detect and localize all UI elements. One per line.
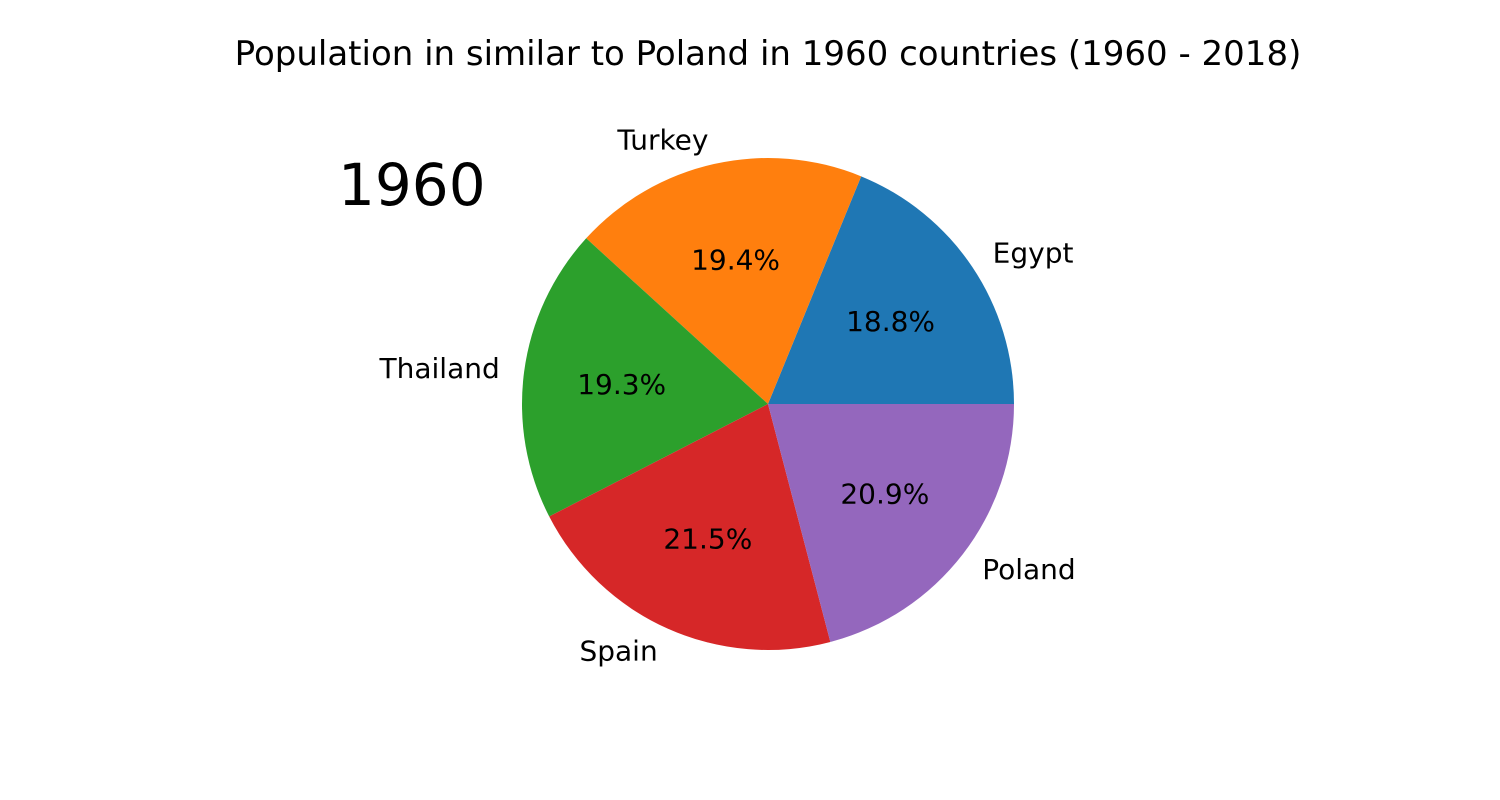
slice-percent-spain: 21.5% [663,522,752,555]
pie-slice-thailand [521,238,768,517]
pie-slice-turkey [586,158,862,404]
slice-label-turkey: Turkey [616,124,708,157]
slice-label-egypt: Egypt [993,237,1074,270]
pie-slice-spain [549,404,831,650]
pie-slices [521,158,1014,650]
slice-label-thailand: Thailand [379,352,500,385]
pie-labels: Egypt 18.8% Turkey 19.4% Thailand 19.3% Spain 2… [379,124,1076,668]
slice-label-poland: Poland [982,553,1075,586]
slice-label-spain: Spain [579,635,657,668]
slice-percent-egypt: 18.8% [846,305,935,338]
slice-percent-thailand: 19.3% [577,368,666,401]
slice-percent-poland: 20.9% [840,478,929,511]
chart-title: Population in similar to Poland in 1960 … [234,34,1302,74]
slice-percent-turkey: 19.4% [691,244,780,277]
pie-slice-egypt [768,176,1014,404]
pie-slice-poland [768,404,1014,642]
year-label: 1960 [338,151,486,219]
